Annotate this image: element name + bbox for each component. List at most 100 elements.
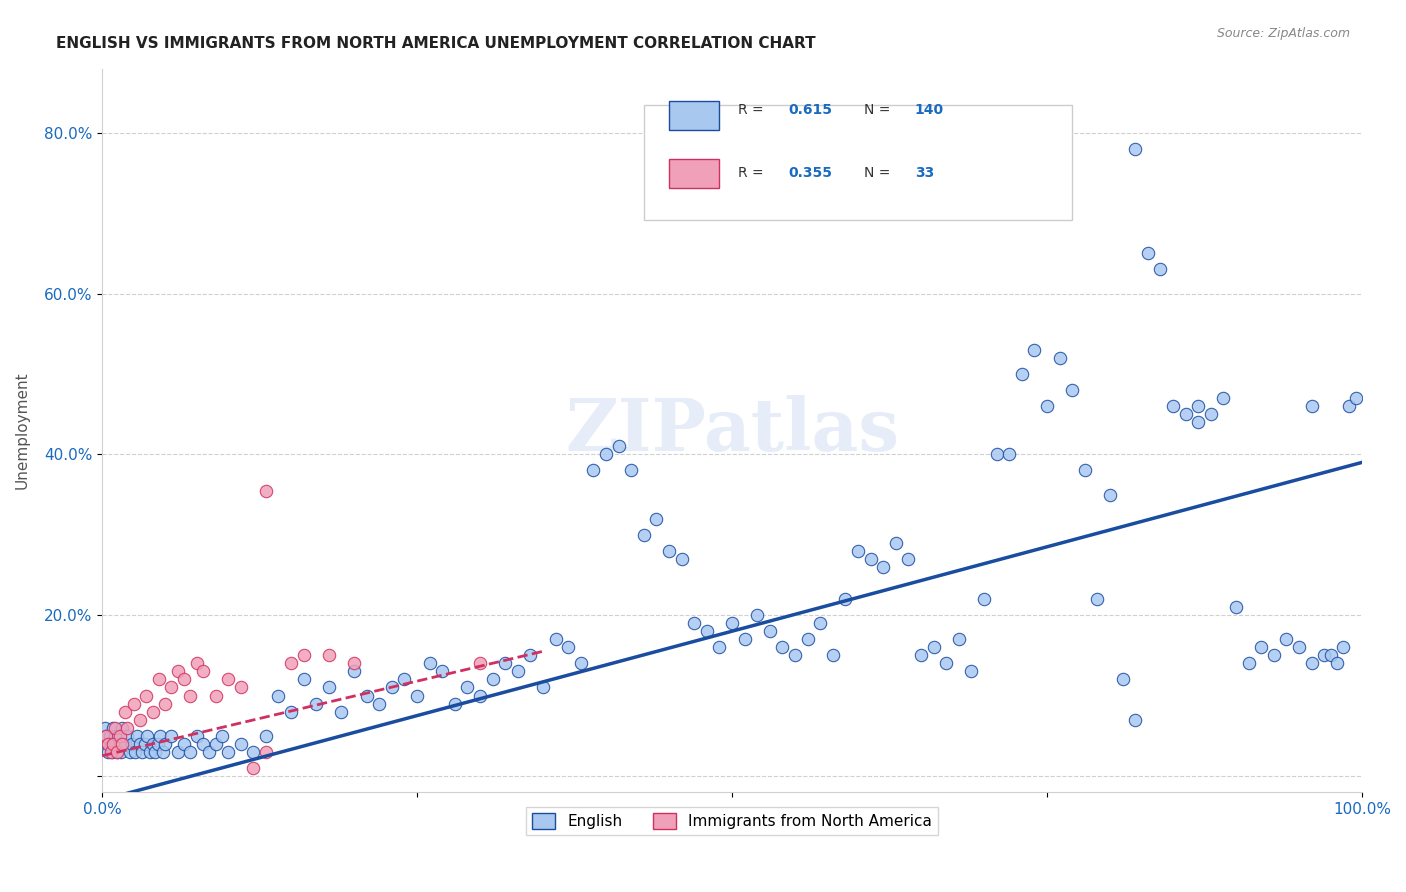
Point <box>1011 367 1033 381</box>
Text: Source: ZipAtlas.com: Source: ZipAtlas.com <box>1216 27 1350 40</box>
Point <box>381 681 404 695</box>
Point <box>103 737 125 751</box>
Point <box>620 463 643 477</box>
Point <box>1263 648 1285 663</box>
Point <box>166 745 188 759</box>
Point <box>1250 640 1272 655</box>
Point <box>1326 657 1348 671</box>
Point <box>456 681 478 695</box>
Point <box>143 745 166 759</box>
Point <box>217 745 239 759</box>
Point <box>229 737 252 751</box>
Point <box>110 745 132 759</box>
Point <box>179 745 201 759</box>
Point <box>318 648 340 663</box>
Point <box>884 535 907 549</box>
Point <box>494 657 516 671</box>
Text: R =: R = <box>738 167 768 180</box>
Point <box>146 737 169 751</box>
Point <box>1187 399 1209 413</box>
Point <box>394 673 416 687</box>
Point <box>1087 592 1109 607</box>
Point <box>468 689 491 703</box>
Point <box>105 745 128 759</box>
Point <box>356 689 378 703</box>
Point <box>107 729 129 743</box>
Point <box>135 689 157 703</box>
Point <box>105 745 128 759</box>
Point <box>97 737 120 751</box>
Point <box>846 544 869 558</box>
Point <box>519 648 541 663</box>
Point <box>1331 640 1354 655</box>
Point <box>254 483 277 498</box>
Point <box>94 729 117 743</box>
Point <box>696 624 718 639</box>
Point <box>468 657 491 671</box>
Point <box>153 697 176 711</box>
Point <box>783 648 806 663</box>
FancyBboxPatch shape <box>669 101 720 130</box>
Point <box>859 552 882 566</box>
Point <box>406 689 429 703</box>
Point <box>796 632 818 647</box>
Point <box>948 632 970 647</box>
Point <box>569 657 592 671</box>
Text: 33: 33 <box>915 167 934 180</box>
Point <box>97 745 120 759</box>
Text: R =: R = <box>738 103 768 118</box>
Point <box>292 673 315 687</box>
Point <box>242 745 264 759</box>
Point <box>104 729 127 743</box>
Point <box>607 439 630 453</box>
Point <box>1339 399 1361 413</box>
Point <box>94 729 117 743</box>
Point <box>101 745 124 759</box>
Point <box>108 729 131 743</box>
Point <box>280 657 302 671</box>
Point <box>148 673 170 687</box>
Point <box>808 616 831 631</box>
Point <box>935 657 957 671</box>
Point <box>111 737 134 751</box>
Point <box>191 737 214 751</box>
Point <box>229 681 252 695</box>
Point <box>897 552 920 566</box>
Point <box>191 665 214 679</box>
Point <box>166 665 188 679</box>
Point <box>1098 487 1121 501</box>
Point <box>117 721 139 735</box>
Text: ENGLISH VS IMMIGRANTS FROM NORTH AMERICA UNEMPLOYMENT CORRELATION CHART: ENGLISH VS IMMIGRANTS FROM NORTH AMERICA… <box>56 36 815 51</box>
Point <box>1174 407 1197 421</box>
Point <box>922 640 945 655</box>
Point <box>149 729 172 743</box>
Point <box>330 705 353 719</box>
Point <box>1301 399 1323 413</box>
Point <box>1313 648 1336 663</box>
Point <box>280 705 302 719</box>
Point <box>160 729 183 743</box>
Text: 0.355: 0.355 <box>789 167 832 180</box>
Point <box>136 729 159 743</box>
Point <box>100 737 122 751</box>
Point <box>103 721 125 735</box>
Point <box>129 737 152 751</box>
Point <box>1062 383 1084 397</box>
Point <box>1237 657 1260 671</box>
Point <box>242 761 264 775</box>
Point <box>834 592 856 607</box>
Point <box>772 640 794 655</box>
Point <box>318 681 340 695</box>
Point <box>343 665 366 679</box>
Point <box>658 544 681 558</box>
Point <box>1111 673 1133 687</box>
Point <box>104 721 127 735</box>
Point <box>1275 632 1298 647</box>
FancyBboxPatch shape <box>669 159 720 188</box>
Text: 140: 140 <box>915 103 943 118</box>
Point <box>633 527 655 541</box>
Point <box>821 648 844 663</box>
Point <box>96 737 118 751</box>
Point <box>141 737 163 751</box>
Point <box>1136 246 1159 260</box>
